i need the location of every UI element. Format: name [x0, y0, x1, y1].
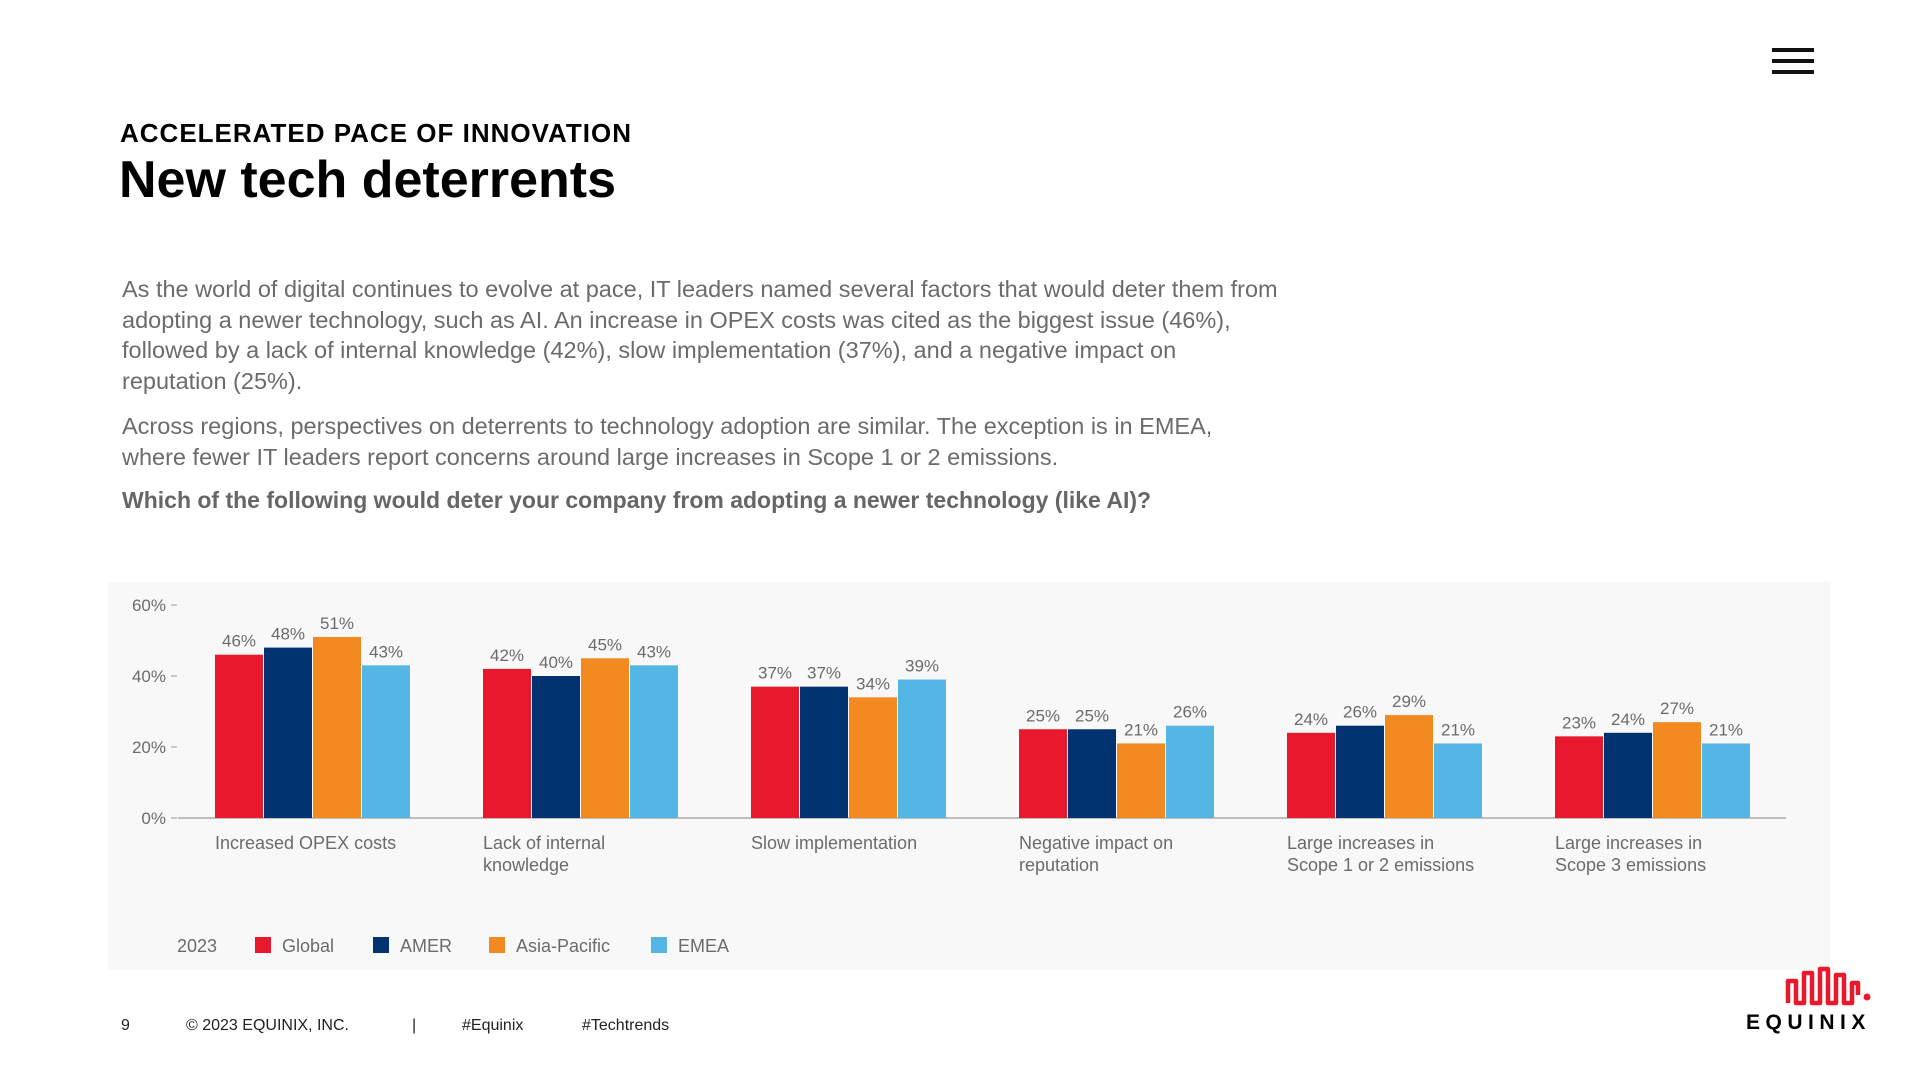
data-label: 27% — [1660, 699, 1694, 718]
category-label: knowledge — [483, 855, 569, 875]
bar-asia-pacific — [1117, 743, 1165, 818]
data-label: 51% — [320, 614, 354, 633]
data-label: 21% — [1441, 720, 1475, 739]
bar-global — [215, 654, 263, 818]
bar-amer — [264, 647, 312, 818]
bar-asia-pacific — [1653, 722, 1701, 818]
footer-separator: | — [412, 1017, 417, 1034]
category-label: Negative impact on — [1019, 833, 1173, 853]
bar-asia-pacific — [313, 636, 361, 818]
hashtag-equinix[interactable]: #Equinix — [462, 1017, 524, 1034]
y-tick-label: 0% — [141, 809, 166, 828]
category-label: Lack of internal — [483, 833, 605, 853]
legend-label: AMER — [400, 936, 452, 956]
body-text: As the world of digital continues to evo… — [122, 274, 1282, 487]
bar-global — [751, 686, 799, 818]
bar-asia-pacific — [1385, 715, 1433, 818]
page-number: 9 — [121, 1017, 130, 1034]
category-label: Scope 1 or 2 emissions — [1287, 855, 1474, 875]
data-label: 29% — [1392, 692, 1426, 711]
data-label: 43% — [369, 642, 403, 661]
bar-global — [1019, 729, 1067, 818]
legend-label: Global — [282, 936, 334, 956]
category-label: reputation — [1019, 855, 1099, 875]
section-eyebrow: ACCELERATED PACE OF INNOVATION — [120, 118, 632, 148]
bar-emea — [630, 665, 678, 818]
data-label: 25% — [1075, 706, 1109, 725]
legend-swatch — [373, 937, 389, 953]
data-label: 24% — [1611, 710, 1645, 729]
data-label: 43% — [637, 642, 671, 661]
data-label: 24% — [1294, 710, 1328, 729]
y-tick-label: 60% — [132, 596, 166, 615]
bar-asia-pacific — [849, 697, 897, 818]
bar-amer — [800, 686, 848, 818]
category-label: Scope 3 emissions — [1555, 855, 1706, 875]
bar-chart: 0% 20% 40% 60% 46% 48% 51% 43% Increased OPEX co… — [132, 596, 1786, 956]
bar-amer — [1604, 732, 1652, 818]
equinix-logo[interactable]: EQUINIX — [1746, 965, 1880, 1035]
data-label: 23% — [1562, 713, 1596, 732]
data-label: 40% — [539, 653, 573, 672]
data-label: 25% — [1026, 706, 1060, 725]
category-label: Increased OPEX costs — [215, 833, 396, 853]
logo-wordmark: EQUINIX — [1746, 1011, 1871, 1034]
bar-emea — [1702, 743, 1750, 818]
body-paragraph-1: As the world of digital continues to evo… — [122, 276, 1278, 394]
legend-year: 2023 — [177, 936, 217, 956]
data-label: 46% — [222, 632, 256, 651]
data-label: 21% — [1709, 720, 1743, 739]
bar-amer — [532, 676, 580, 818]
data-label: 39% — [905, 657, 939, 676]
chart-panel: 0% 20% 40% 60% 46% 48% 51% 43% Increased OPEX co… — [108, 582, 1830, 970]
equinix-logo-icon — [1785, 966, 1871, 1006]
bar-emea — [898, 679, 946, 818]
bar-emea — [362, 665, 410, 818]
bar-asia-pacific — [581, 658, 629, 818]
y-tick-label: 20% — [132, 738, 166, 757]
bar-global — [1287, 732, 1335, 818]
bar-amer — [1336, 725, 1384, 818]
legend-label: Asia-Pacific — [516, 936, 610, 956]
hamburger-menu-icon[interactable] — [1772, 48, 1814, 74]
y-tick-label: 40% — [132, 667, 166, 686]
data-label: 42% — [490, 646, 524, 665]
bar-emea — [1434, 743, 1482, 818]
bar-global — [483, 668, 531, 818]
bar-global — [1555, 736, 1603, 818]
data-label: 45% — [588, 635, 622, 654]
data-label: 34% — [856, 674, 890, 693]
data-label: 48% — [271, 625, 305, 644]
legend-swatch — [255, 937, 271, 953]
copyright: © 2023 EQUINIX, INC. — [186, 1017, 349, 1034]
data-label: 21% — [1124, 720, 1158, 739]
category-label: Slow implementation — [751, 833, 917, 853]
legend-label: EMEA — [678, 936, 729, 956]
data-label: 37% — [758, 664, 792, 683]
legend-swatch — [651, 937, 667, 953]
bar-amer — [1068, 729, 1116, 818]
data-label: 26% — [1343, 703, 1377, 722]
category-label: Large increases in — [1555, 833, 1702, 853]
data-label: 26% — [1173, 703, 1207, 722]
legend-swatch — [489, 937, 505, 953]
bar-emea — [1166, 725, 1214, 818]
data-label: 37% — [807, 664, 841, 683]
page-title: New tech deterrents — [119, 151, 617, 209]
hashtag-techtrends[interactable]: #Techtrends — [582, 1017, 670, 1034]
category-label: Large increases in — [1287, 833, 1434, 853]
body-paragraph-2: Across regions, perspectives on deterren… — [122, 413, 1213, 470]
survey-question: Which of the following would deter your … — [122, 487, 1152, 513]
